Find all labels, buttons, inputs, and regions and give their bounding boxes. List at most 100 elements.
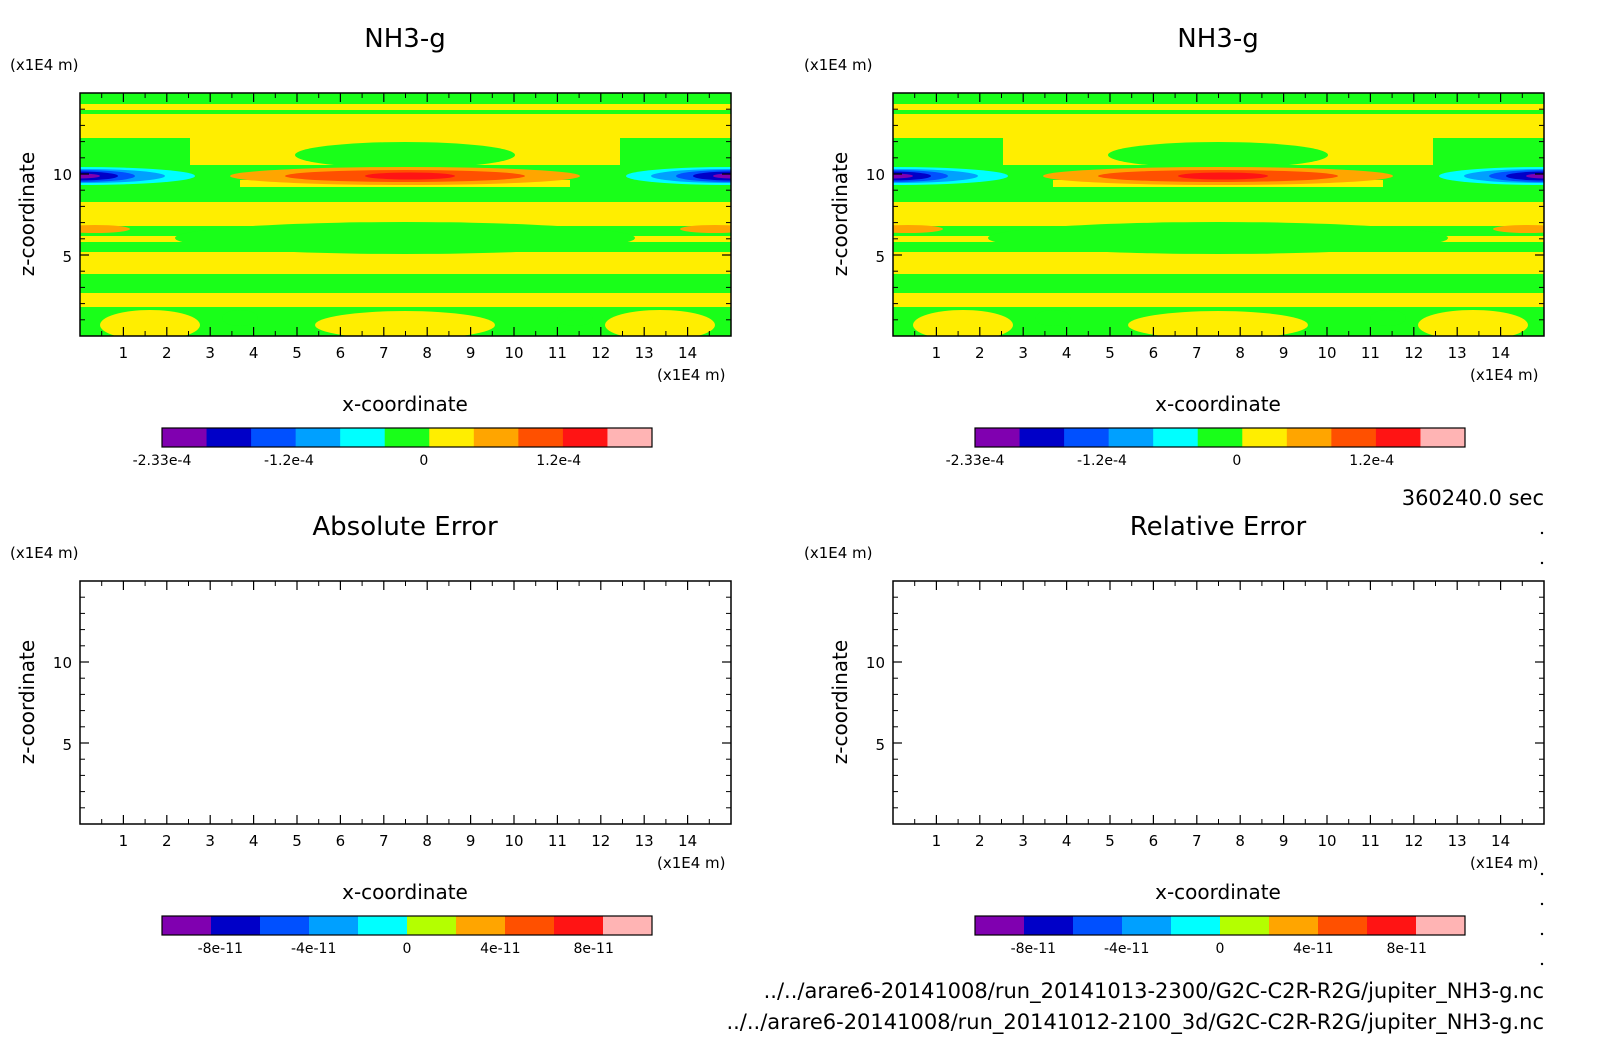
- x-tick-label: 14: [678, 832, 697, 850]
- y-axis-label: z-coordinate: [15, 152, 39, 276]
- contour-field: [893, 93, 1544, 336]
- colorbar-frame: [161, 915, 653, 936]
- x-tick-label: 1: [932, 344, 942, 362]
- x-tick-label: 10: [1317, 832, 1336, 850]
- x-tick-label: 13: [635, 344, 654, 362]
- x-tick-label: 8: [1235, 344, 1245, 362]
- panel-relative-error: Relative Error (x1E4 m) 1 2 3 4 5 6 7 8 9 10 11 12 1…: [804, 512, 1545, 957]
- x-tick-label: 8: [1235, 832, 1245, 850]
- y-tick-label: 10: [866, 166, 885, 184]
- x-axis-label: x-coordinate: [342, 392, 468, 416]
- y-tick-label: 10: [53, 166, 72, 184]
- dot-marker: [1540, 561, 1544, 565]
- x-tick-label: 10: [1317, 344, 1336, 362]
- x-unit-label: (x1E4 m): [657, 854, 726, 872]
- x-tick-label: 9: [466, 832, 476, 850]
- x-tick-label: 7: [1192, 344, 1202, 362]
- x-tick-label: 4: [1062, 832, 1072, 850]
- x-tick-label: 8: [422, 344, 432, 362]
- colorbar-swatch: [1108, 428, 1154, 447]
- y-axis-label: z-coordinate: [828, 640, 852, 764]
- colorbar-tick-label: -4e-11: [291, 941, 336, 957]
- colorbar-tick-label: 0: [403, 941, 412, 957]
- band-yellow: [100, 310, 200, 336]
- tick-marks: [893, 581, 1544, 824]
- colorbar-tick-label: -4e-11: [1104, 941, 1149, 957]
- colorbar-swatch: [1416, 916, 1466, 935]
- colorbar-frame: [161, 427, 653, 448]
- x-tick-label: 2: [975, 832, 985, 850]
- x-tick-label: 14: [678, 344, 697, 362]
- colorbar-swatch: [518, 428, 564, 447]
- y-tick-label: 5: [62, 736, 72, 754]
- band-green: [620, 138, 731, 168]
- y-unit-label: (x1E4 m): [804, 544, 873, 562]
- colorbar-swatch: [607, 428, 653, 447]
- colorbar-swatch: [1286, 428, 1332, 447]
- band-yellow: [557, 310, 593, 326]
- field-background: [893, 93, 1544, 336]
- tick-marks: [80, 581, 731, 824]
- colorbar-swatch: [1367, 916, 1417, 935]
- x-tick-label: 9: [1279, 344, 1289, 362]
- colorbar-swatch: [1220, 916, 1270, 935]
- band-green: [1370, 310, 1406, 326]
- x-tick-label: 1: [932, 832, 942, 850]
- colorbar-tick-label: 8e-11: [1386, 941, 1426, 957]
- x-tick-label: 13: [1448, 832, 1467, 850]
- x-tick-label: 10: [504, 832, 523, 850]
- colorbar-swatch: [473, 428, 519, 447]
- band-purple: [80, 173, 100, 179]
- band-purple: [713, 173, 731, 179]
- band-green: [295, 142, 515, 168]
- colorbar-tick-label: 4e-11: [480, 941, 520, 957]
- colorbar-tick-label: 1.2e-4: [1349, 453, 1394, 469]
- colorbar-swatch: [1024, 916, 1074, 935]
- band-green: [1035, 310, 1071, 326]
- x-tick-label: 14: [1491, 832, 1510, 850]
- band-green: [893, 242, 1544, 252]
- colorbar-tick-label: 1.2e-4: [536, 453, 581, 469]
- dot-marker: [1540, 531, 1544, 535]
- x-tick-label: 7: [379, 344, 389, 362]
- x-tick-label: 12: [591, 832, 610, 850]
- colorbar-swatch: [358, 916, 408, 935]
- colorbar-tick-label: 0: [1232, 453, 1241, 469]
- colorbar-swatch: [505, 916, 555, 935]
- colorbar: -2.33e-4 -1.2e-4 0 1.2e-4: [133, 427, 653, 469]
- x-tick-label: 5: [292, 344, 302, 362]
- x-tick-label: 2: [975, 344, 985, 362]
- x-unit-label: (x1E4 m): [657, 366, 726, 384]
- x-tick-labels: 1 2 3 4 5 6 7 8 9 10 11 12 13 14: [932, 832, 1511, 850]
- x-tick-labels: 1 2 3 4 5 6 7 8 9 10 11 12 13 14: [932, 344, 1511, 362]
- colorbar-tick-label: 8e-11: [573, 941, 613, 957]
- x-tick-label: 7: [379, 832, 389, 850]
- colorbar-swatch: [295, 428, 341, 447]
- colorbar-swatch: [162, 916, 212, 935]
- panel-title: NH3-g: [1177, 24, 1258, 54]
- x-tick-labels: 1 2 3 4 5 6 7 8 9 10 11 12 13 14: [119, 832, 698, 850]
- colorbar-tick-label: -1.2e-4: [1077, 453, 1127, 469]
- x-tick-label: 1: [119, 832, 129, 850]
- colorbar-swatch: [1269, 916, 1319, 935]
- band-green: [80, 138, 190, 168]
- band-orange: [80, 225, 130, 233]
- colorbar-tick-label: -2.33e-4: [946, 453, 1005, 469]
- x-tick-label: 9: [1279, 832, 1289, 850]
- x-unit-label: (x1E4 m): [1470, 854, 1539, 872]
- colorbar-swatch: [1331, 428, 1377, 447]
- colorbar-swatch: [1375, 428, 1421, 447]
- colorbar-swatch: [562, 428, 608, 447]
- x-tick-label: 5: [1105, 344, 1115, 362]
- y-axis-label: z-coordinate: [828, 152, 852, 276]
- colorbar-frame: [974, 427, 1466, 448]
- band-green: [80, 110, 731, 114]
- colorbar-swatch: [1420, 428, 1466, 447]
- x-axis-label: x-coordinate: [1155, 880, 1281, 904]
- band-orange: [1493, 225, 1544, 233]
- x-tick-label: 14: [1491, 344, 1510, 362]
- band-purple: [893, 173, 913, 179]
- colorbar-tick-label: 0: [419, 453, 428, 469]
- band-yellow: [222, 310, 258, 326]
